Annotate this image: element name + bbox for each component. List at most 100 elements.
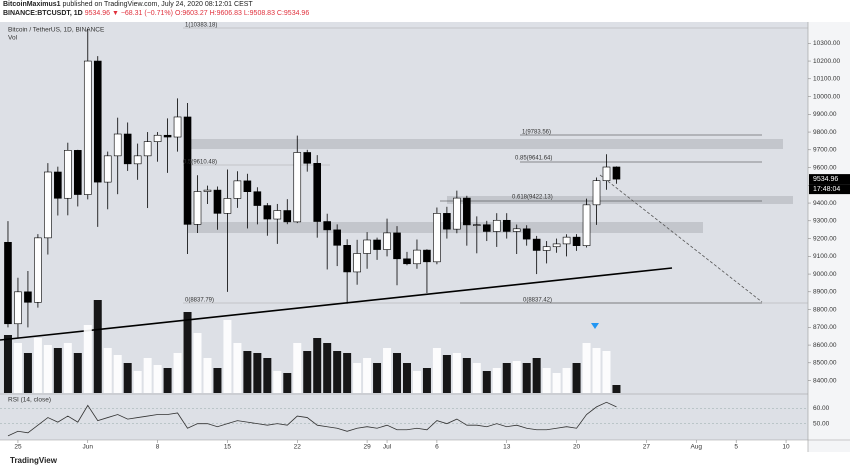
candle-body [54,171,62,199]
candle-body [183,116,192,225]
y-tick-label: 9800.00 [813,129,837,136]
candle-body [463,197,471,226]
volume-bar [13,343,22,393]
candle-body [532,238,541,251]
volume-bar [592,348,601,393]
volume-bar [412,371,421,393]
last-price: 9534.96 [84,10,110,17]
candle-body [93,60,102,183]
ohlc: O:9603.27 H:9606.83 L:9508.83 C:9534.96 [174,10,310,17]
rsi-title: RSI (14, close) [8,397,51,404]
candle-body [253,191,262,206]
candle-body [612,166,621,180]
volume-bar [462,358,471,393]
volume-bar [273,371,282,393]
candle-body [163,134,172,138]
candle-body [153,134,162,142]
candle-body [582,204,591,246]
marker [591,323,599,329]
candle-body [393,232,401,260]
volume-bar [253,353,262,393]
volume-bar [283,373,292,393]
y-tick-label: 10300.00 [813,40,840,47]
price-badge [809,174,850,185]
y-tick-label: 9700.00 [813,147,837,154]
pane-title: Bitcoin / TetherUS, 1D, BINANCE [8,27,105,34]
published: published on TradingView.com, July 24, 2… [62,1,253,8]
candle-body [443,213,451,230]
zone [185,139,783,149]
volume-bar [353,363,362,393]
volume-bar [602,351,611,393]
volume-bar [612,385,621,393]
candle-body [173,116,182,138]
countdown-label: 17:48:04 [813,186,840,193]
volume-bar [492,368,501,393]
fib-label: 1(9783.56) [522,130,551,136]
candle-body [492,219,501,232]
volume-bar [43,345,52,393]
volume-bar [512,361,521,393]
volume-bar [243,351,252,393]
candle-body [572,236,581,246]
volume-bar [33,338,42,393]
volume-bar [542,368,551,393]
candle-body [453,197,461,230]
candle-body [313,162,322,222]
publish-line: BitcoinMaximus1 published on TradingView… [3,0,309,9]
countdown-badge [809,184,850,195]
volume-bar [313,338,322,393]
candle-body [113,133,122,157]
volume-bar [123,363,132,393]
candle-body [502,219,511,232]
candle-body [293,152,302,223]
volume-bar [83,325,92,393]
candle-body [482,224,491,232]
candle-body [602,166,611,181]
volume-bar [113,355,122,393]
candle-body [383,232,391,250]
fib-label: 0(8837.79) [185,298,214,304]
header: BitcoinMaximus1 published on TradingView… [3,0,309,18]
y-tick-label: 9000.00 [813,271,837,278]
y-tick-label: 8500.00 [813,360,837,367]
volume-bar [502,363,511,393]
y-tick-label: 9300.00 [813,218,837,225]
y-tick-label: 10000.00 [813,93,840,100]
dashed-trendline [599,174,763,303]
candle-body [103,155,112,183]
volume-bar [233,343,242,393]
candle-body [223,198,232,214]
y-tick-label: 10200.00 [813,58,840,65]
candle-body [14,291,22,325]
x-tick-label: 15 [224,444,232,451]
x-tick-label: Aug [690,444,702,451]
y-tick-label: 9100.00 [813,253,837,260]
candle-body [522,228,531,240]
volume-bar [393,353,402,393]
volume-bar [343,353,352,393]
candle-body [552,243,561,248]
fib-label: 0.618(9422.13) [512,195,553,201]
candle-body [343,245,351,273]
zone [447,196,793,204]
y-tick-label: 8900.00 [813,289,837,296]
volume-bar [143,358,152,393]
y-tick-label: 8800.00 [813,306,837,313]
fib-label: 0.85(9641.64) [515,156,552,162]
y-tick-label: 9400.00 [813,200,837,207]
volume-bar [572,363,581,393]
volume-bar [452,353,461,393]
candle-body [403,258,411,265]
candle-body [373,239,381,250]
volume-bar [402,363,411,393]
candle-body [263,205,272,220]
candle-body [243,180,252,193]
volume-bar [293,343,302,393]
volume-bar [53,348,62,393]
volume-bar [373,363,382,393]
y-tick-label: 8400.00 [813,377,837,384]
volume-bar [173,353,182,393]
candle-body [233,180,242,199]
volume-bar [383,348,392,393]
